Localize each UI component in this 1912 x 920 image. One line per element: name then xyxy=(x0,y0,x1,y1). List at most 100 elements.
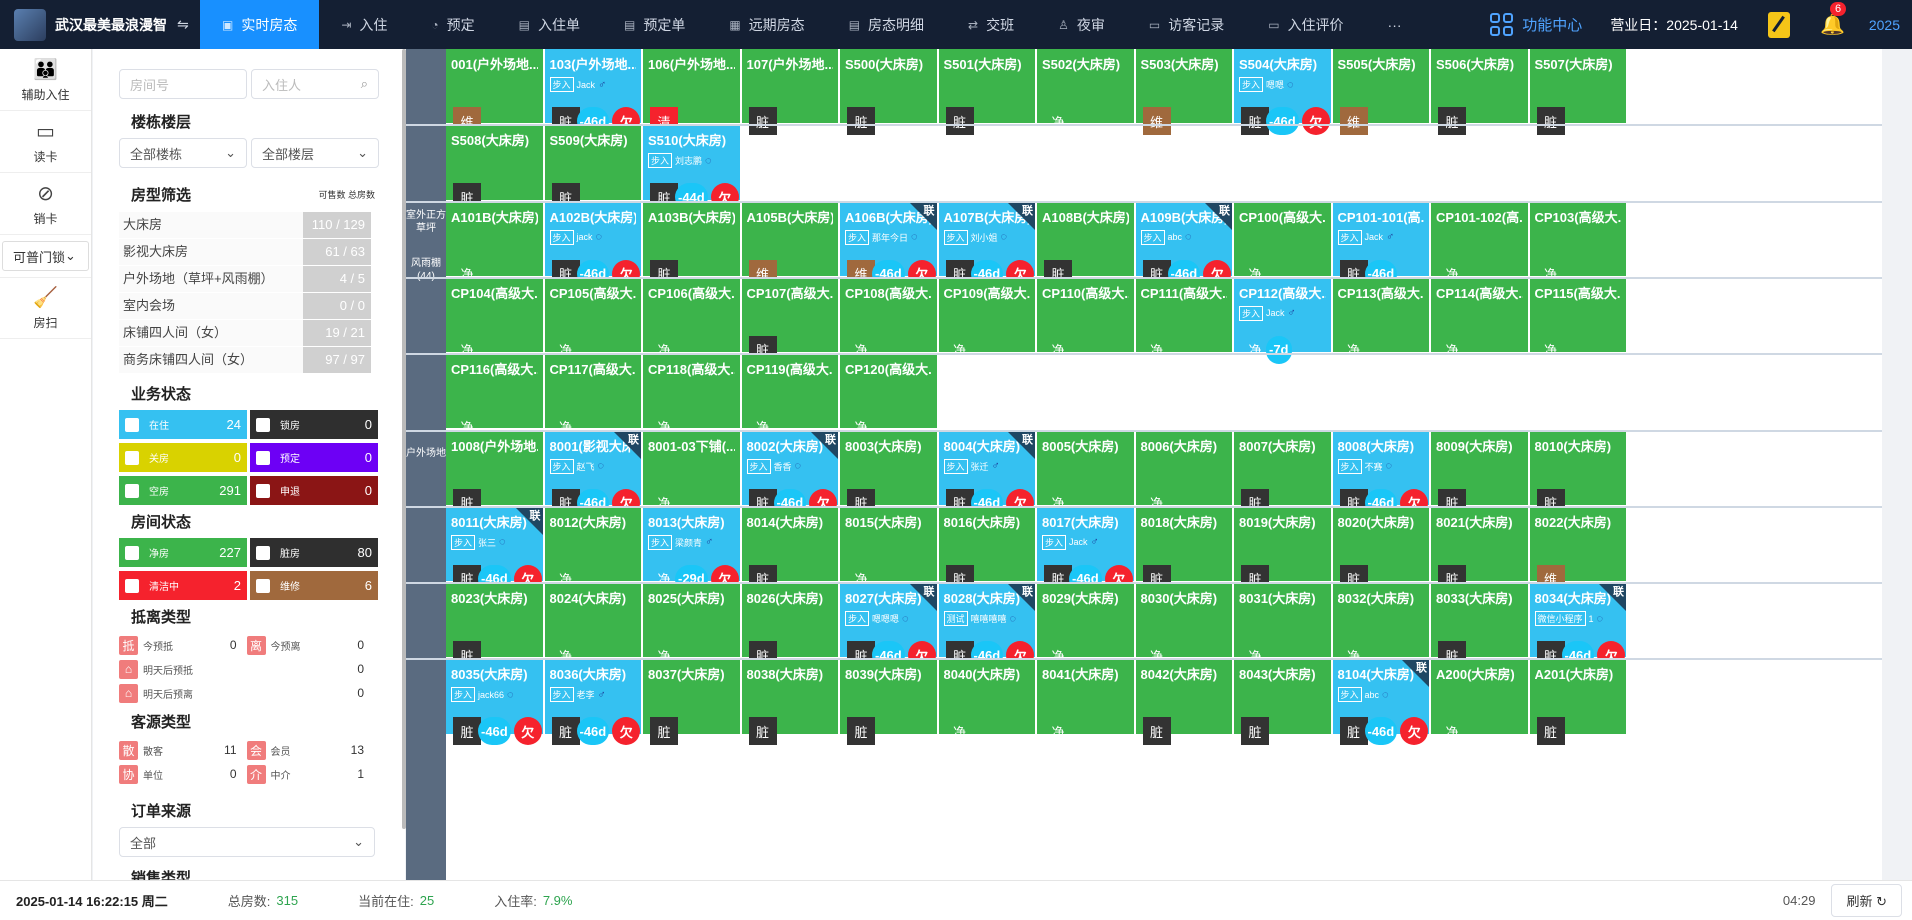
source-item[interactable]: 会会员 13 xyxy=(246,740,375,760)
roomtype-row[interactable]: 床铺四人间（女） 19 / 21 xyxy=(119,319,371,346)
room-card[interactable]: 8026(大床房) 脏 xyxy=(741,583,838,670)
source-item[interactable]: 介中介 1 xyxy=(246,764,375,784)
room-card[interactable]: S506(大床房) 脏 xyxy=(1431,49,1528,135)
room-state-checkbox[interactable] xyxy=(125,545,139,560)
room-number-input[interactable]: 房间号 xyxy=(119,69,247,99)
room-card[interactable]: A106B(大床房) 步入 那年今日 ◌ 维 -46d 欠联 xyxy=(840,201,937,288)
nav-tab-4[interactable]: ▤ 预定单 xyxy=(602,0,707,49)
room-card[interactable]: 8037(大床房) 脏 xyxy=(643,659,740,746)
room-card[interactable]: 8022(大床房) 维 xyxy=(1529,506,1626,593)
room-card[interactable]: S509(大床房) 脏 xyxy=(544,125,641,212)
room-card[interactable]: CP112(高级大... 步入 Jack ♂ 净 -7d xyxy=(1234,277,1331,364)
room-card[interactable]: 8034(大床房) 微信小程序 1 ◌ 脏 -46d 欠联 xyxy=(1529,583,1626,670)
nav-tab-9[interactable]: ▭ 访客记录 xyxy=(1127,0,1246,49)
room-card[interactable]: 1008(户外场地... 脏 xyxy=(446,430,543,517)
filter-scrollbar[interactable] xyxy=(402,49,406,829)
room-card[interactable]: 8001(影视大床... 步入 赵飞 ◌ 脏 -46d 欠联 xyxy=(544,430,641,517)
room-card[interactable]: S501(大床房) 脏 xyxy=(938,49,1035,135)
room-card[interactable]: 8006(大床房) 净 xyxy=(1135,430,1232,511)
source-item[interactable]: 散散客 11 xyxy=(119,740,247,760)
room-card[interactable]: 8008(大床房) 步入 不赛 ◌ 脏 -46d 欠 xyxy=(1332,430,1429,517)
room-card[interactable]: 8004(大床房) 步入 张迁 ♂ 脏 -46d 欠联 xyxy=(938,430,1035,517)
room-card[interactable]: A201(大床房) 脏 xyxy=(1529,659,1626,746)
room-state-filter[interactable]: 维修 6 xyxy=(250,571,378,600)
room-card[interactable]: 8021(大床房) 脏 xyxy=(1431,506,1528,593)
search-icon[interactable]: ⌕ xyxy=(360,76,368,91)
biz-status-filter[interactable]: 预定 0 xyxy=(250,443,378,472)
room-card[interactable]: CP101-101(高... 步入 Jack ♂ 脏 -46d xyxy=(1332,201,1429,288)
refresh-button[interactable]: 刷新 ↻ xyxy=(1831,884,1902,917)
room-card[interactable]: CP118(高级大... 净 xyxy=(643,354,740,435)
room-card[interactable]: 8040(大床房) 净 xyxy=(938,659,1035,740)
room-card[interactable]: 8023(大床房) 脏 xyxy=(446,583,543,670)
biz-status-filter[interactable]: 在住 24 xyxy=(119,410,247,439)
room-card[interactable]: CP109(高级大... 净 xyxy=(938,277,1035,358)
roomtype-row[interactable]: 商务床铺四人间（女） 97 / 97 xyxy=(119,346,371,373)
building-label[interactable]: 室外正方草坪 xyxy=(406,210,446,234)
leave-item[interactable]: 抵今预抵 0 xyxy=(119,635,247,655)
housekeeping-button[interactable]: 🧹 房扫 xyxy=(0,277,91,339)
room-card[interactable]: 8015(大床房) 净 xyxy=(840,506,937,587)
room-card[interactable]: 8043(大床房) 脏 xyxy=(1234,659,1331,746)
room-card[interactable]: S507(大床房) 脏 xyxy=(1529,49,1626,135)
room-card[interactable]: CP106(高级大... 净 xyxy=(643,277,740,358)
room-card[interactable]: 8002(大床房) 步入 香香 ◌ 脏 -46d 欠联 xyxy=(741,430,838,517)
room-card[interactable]: S502(大床房) 净 xyxy=(1037,49,1134,130)
room-card[interactable]: S504(大床房) 步入 嗯嗯 ◌ 脏 -46d 欠 xyxy=(1234,49,1331,135)
building-select[interactable]: 全部楼栋 ⌄ xyxy=(119,138,247,168)
room-card[interactable]: CP104(高级大... 净 xyxy=(446,277,543,358)
biz-status-filter[interactable]: 关房 0 xyxy=(119,443,247,472)
room-card[interactable]: 8032(大床房) 净 xyxy=(1332,583,1429,664)
room-card[interactable]: 107(户外场地... 脏 xyxy=(741,49,838,135)
room-state-checkbox[interactable] xyxy=(125,578,139,593)
room-card[interactable]: CP113(高级大... 净 xyxy=(1332,277,1429,358)
room-state-filter[interactable]: 净房 227 xyxy=(119,538,247,567)
room-card[interactable]: A105B(大床房) 维 xyxy=(741,201,838,288)
room-card[interactable]: CP103(高级大... 净 xyxy=(1529,201,1626,282)
leave-item[interactable]: ⌂ 明天后预离 0 xyxy=(119,683,374,703)
room-card[interactable]: CP105(高级大... 净 xyxy=(544,277,641,358)
room-card[interactable]: 8018(大床房) 脏 xyxy=(1135,506,1232,593)
order-source-select[interactable]: 全部 ⌄ xyxy=(119,827,375,857)
room-card[interactable]: CP117(高级大... 净 xyxy=(544,354,641,435)
room-card[interactable]: S505(大床房) 维 xyxy=(1332,49,1429,135)
room-card[interactable]: 8011(大床房) 步入 张三 ◌ 脏 -46d 欠联 xyxy=(446,506,543,593)
room-card[interactable]: 8003(大床房) 脏 xyxy=(840,430,937,517)
room-card[interactable]: 8014(大床房) 脏 xyxy=(741,506,838,593)
room-card[interactable]: CP119(高级大... 净 xyxy=(741,354,838,435)
room-card[interactable]: 8033(大床房) 脏 xyxy=(1431,583,1528,670)
biz-status-checkbox[interactable] xyxy=(256,417,270,432)
nav-tab-3[interactable]: ▤ 入住单 xyxy=(497,0,602,49)
room-card[interactable]: 8024(大床房) 净 xyxy=(544,583,641,664)
room-card[interactable]: A101B(大床房) 净 xyxy=(446,201,543,282)
room-card[interactable]: CP100(高级大... 净 xyxy=(1234,201,1331,282)
roomtype-row[interactable]: 影视大床房 61 / 63 xyxy=(119,238,371,265)
room-card[interactable]: 8005(大床房) 净 xyxy=(1037,430,1134,511)
building-label[interactable]: 风雨棚 (44) xyxy=(411,258,441,282)
nav-tab-7[interactable]: ⇄ 交班 xyxy=(946,0,1036,49)
biz-status-filter[interactable]: 申退 0 xyxy=(250,476,378,505)
roomtype-row[interactable]: 户外场地（草坪+风雨棚） 4 / 5 xyxy=(119,265,371,292)
function-center-button[interactable]: 功能中心 xyxy=(1490,13,1582,36)
room-card[interactable]: 8029(大床房) 净 xyxy=(1037,583,1134,664)
biz-status-checkbox[interactable] xyxy=(125,483,139,498)
floor-select[interactable]: 全部楼层 ⌄ xyxy=(251,138,379,168)
nav-tab-11[interactable]: ··· xyxy=(1366,0,1424,49)
room-card[interactable]: A108B(大床房) 脏 xyxy=(1037,201,1134,288)
room-card[interactable]: 8013(大床房) 步入 梁颜青 ♂ 净 -29d 欠 xyxy=(643,506,740,593)
room-card[interactable]: 8019(大床房) 脏 xyxy=(1234,506,1331,593)
room-card[interactable]: CP114(高级大... 净 xyxy=(1431,277,1528,358)
room-card[interactable]: 8010(大床房) 脏 xyxy=(1529,430,1626,517)
room-card[interactable]: 8027(大床房) 步入 嗯嗯嗯 ◌ 脏 -46d 欠联 xyxy=(840,583,937,670)
nav-tab-0[interactable]: ▣ 实时房态 xyxy=(200,0,320,49)
year-label[interactable]: 2025 xyxy=(1868,16,1900,33)
room-card[interactable]: 8042(大床房) 脏 xyxy=(1135,659,1232,746)
leave-item[interactable]: ⌂ 明天后预抵 0 xyxy=(119,659,374,679)
lock-type-select[interactable]: 可普门锁 ⌄ xyxy=(2,241,89,271)
nav-tab-2[interactable]: ◔ 预定 xyxy=(409,0,496,49)
room-card[interactable]: CP116(高级大... 净 xyxy=(446,354,543,435)
room-card[interactable]: 8001-03下铺(... 净 xyxy=(643,430,740,511)
building-label[interactable]: 户外场地 xyxy=(406,448,446,459)
room-card[interactable]: CP101-102(高... 净 xyxy=(1431,201,1528,282)
room-card[interactable]: 8009(大床房) 脏 xyxy=(1431,430,1528,517)
